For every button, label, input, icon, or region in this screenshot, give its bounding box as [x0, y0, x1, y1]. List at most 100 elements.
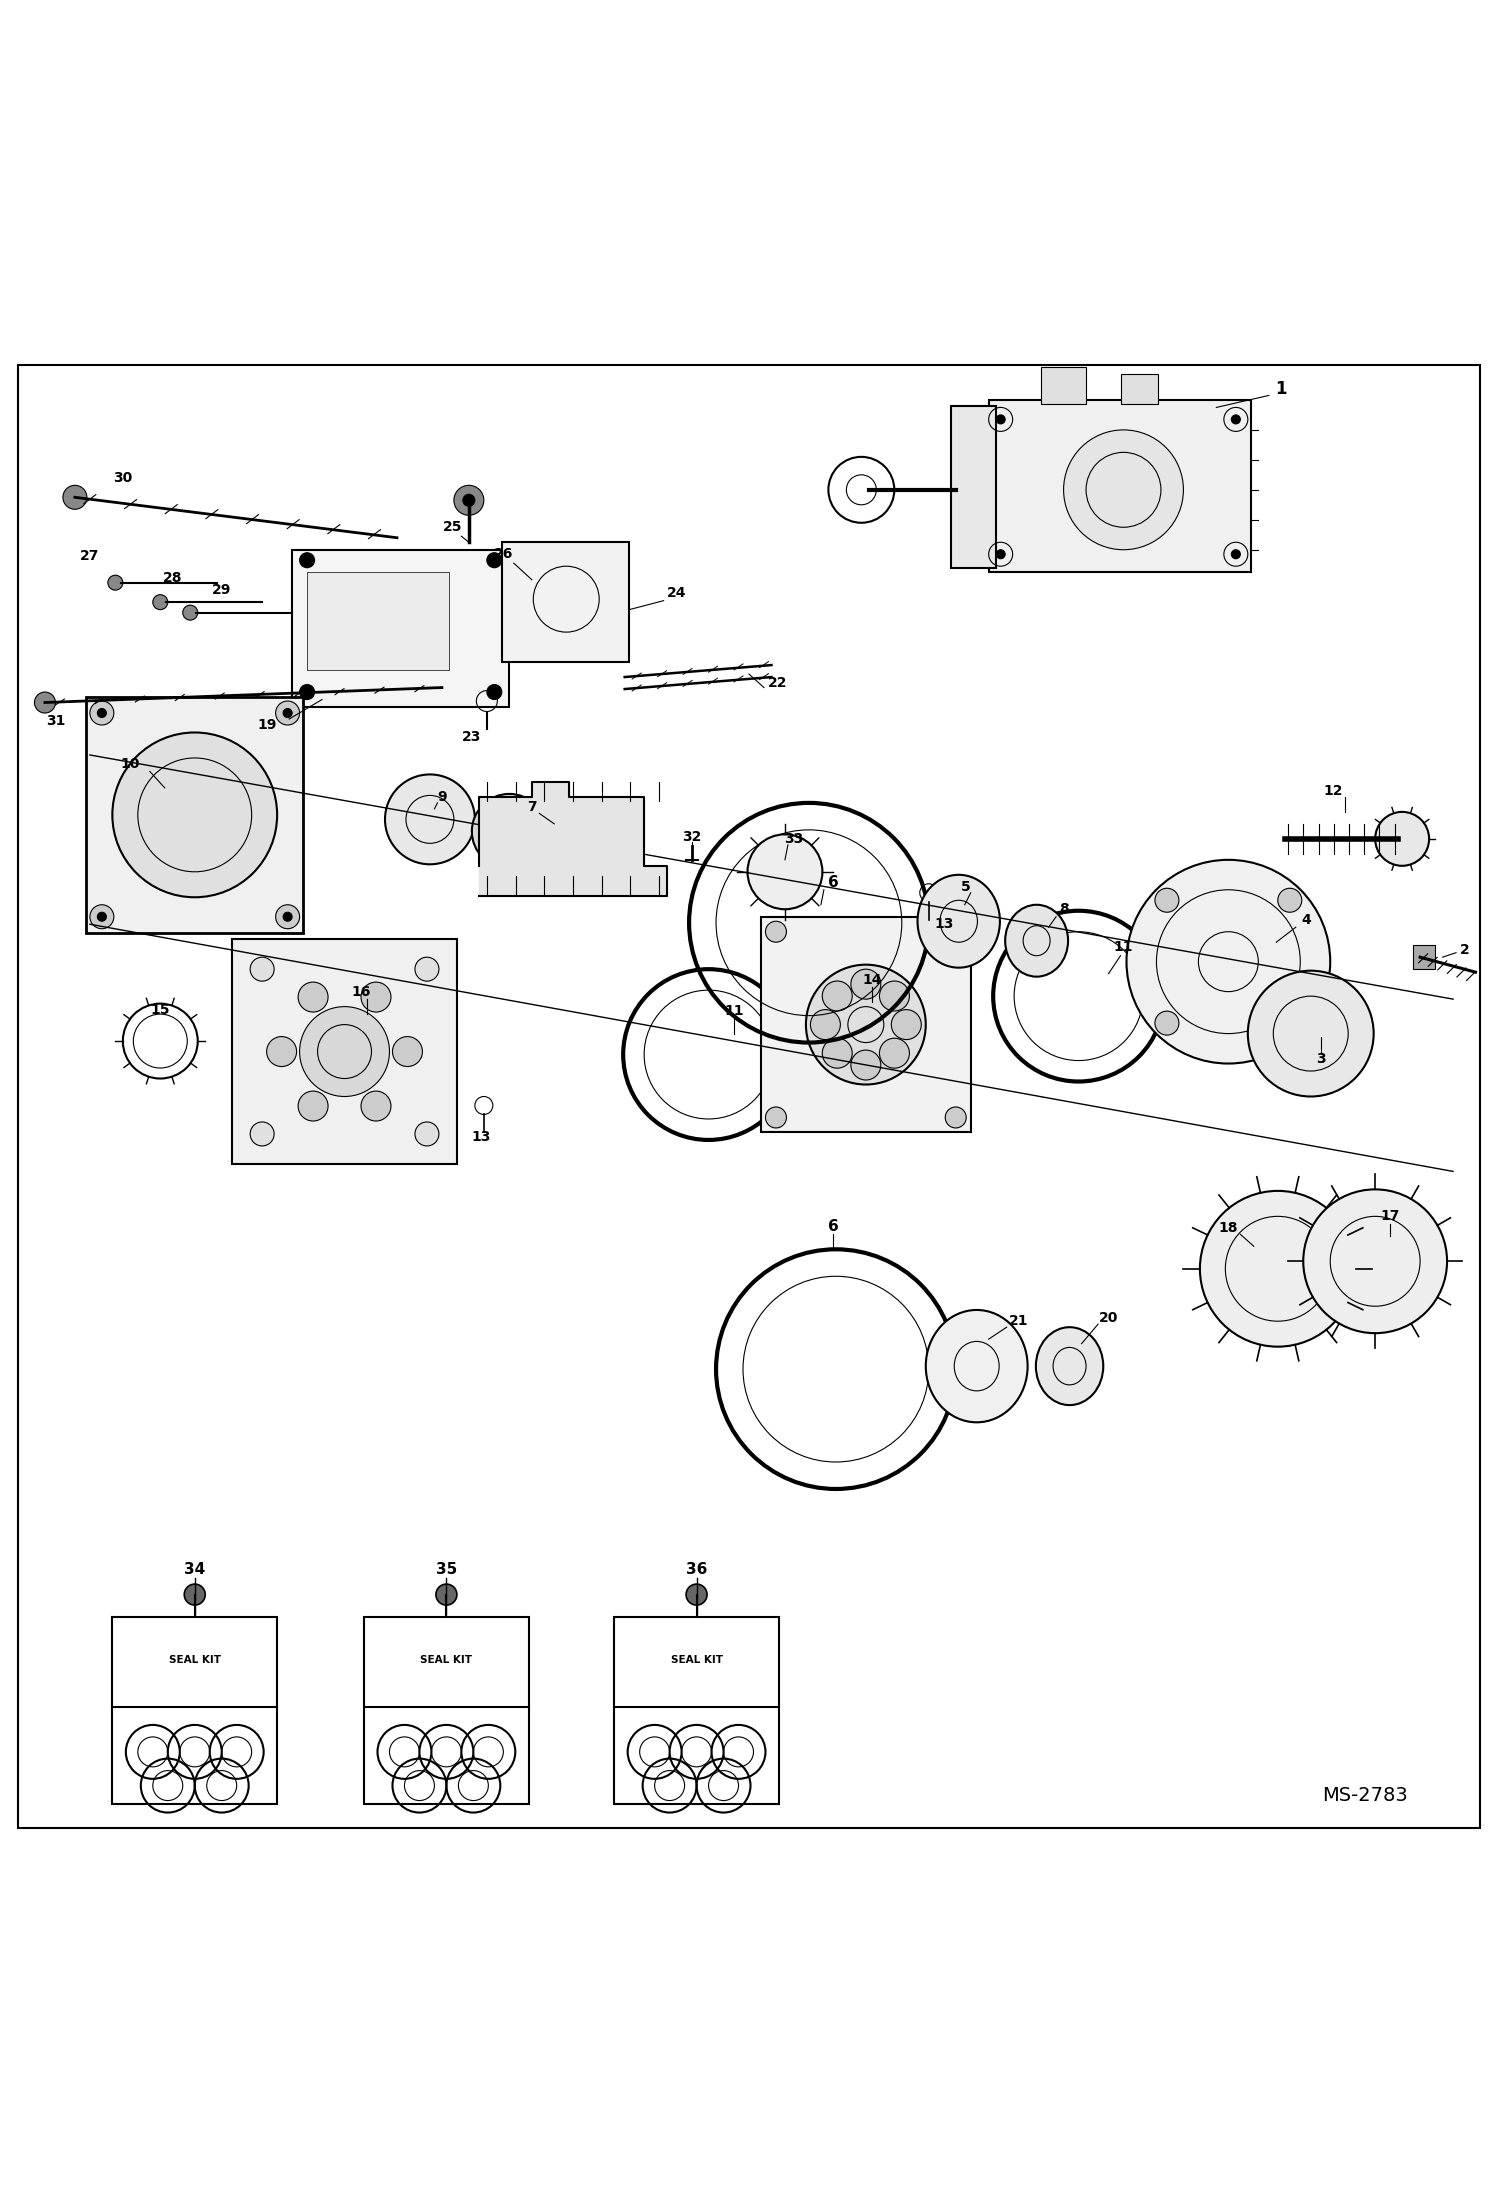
- Text: 32: 32: [683, 831, 701, 844]
- Circle shape: [63, 485, 87, 509]
- Text: 2: 2: [1461, 943, 1470, 956]
- Circle shape: [1064, 430, 1183, 550]
- Circle shape: [184, 1583, 205, 1605]
- Circle shape: [945, 921, 966, 943]
- Bar: [989, 399, 1251, 572]
- Circle shape: [487, 553, 502, 568]
- Ellipse shape: [1037, 1327, 1103, 1406]
- Text: 30: 30: [114, 471, 132, 485]
- Circle shape: [879, 1037, 909, 1068]
- Bar: [1041, 366, 1086, 404]
- Circle shape: [765, 921, 786, 943]
- Circle shape: [300, 684, 315, 700]
- Circle shape: [108, 575, 123, 590]
- Circle shape: [90, 702, 114, 726]
- Text: 23: 23: [463, 730, 481, 743]
- Circle shape: [250, 1123, 274, 1147]
- Text: 20: 20: [1100, 1311, 1118, 1325]
- Circle shape: [300, 1007, 389, 1096]
- Circle shape: [1375, 811, 1429, 866]
- Text: 3: 3: [1317, 1053, 1326, 1066]
- Circle shape: [415, 956, 439, 980]
- Bar: [307, 572, 449, 669]
- Circle shape: [879, 980, 909, 1011]
- Text: 12: 12: [1323, 783, 1344, 798]
- Circle shape: [810, 1009, 840, 1039]
- Ellipse shape: [917, 875, 1001, 967]
- Circle shape: [1278, 888, 1302, 912]
- Circle shape: [996, 414, 1005, 423]
- Circle shape: [765, 1107, 786, 1127]
- Text: SEAL KIT: SEAL KIT: [169, 1656, 220, 1664]
- Bar: [364, 1616, 529, 1805]
- Circle shape: [298, 1092, 328, 1121]
- Text: 1: 1: [1275, 379, 1287, 399]
- Circle shape: [183, 605, 198, 621]
- Text: 21: 21: [1008, 1314, 1029, 1329]
- Text: 17: 17: [1381, 1208, 1399, 1224]
- Bar: [502, 542, 629, 662]
- Text: 9: 9: [437, 789, 446, 805]
- Text: 7: 7: [527, 800, 536, 814]
- Text: SEAL KIT: SEAL KIT: [671, 1656, 722, 1664]
- Bar: [87, 697, 303, 934]
- Text: 31: 31: [46, 713, 64, 728]
- Circle shape: [267, 1037, 297, 1066]
- Bar: [951, 406, 996, 568]
- Circle shape: [436, 1583, 457, 1605]
- Circle shape: [487, 684, 502, 700]
- Text: 4: 4: [1302, 912, 1311, 928]
- Ellipse shape: [1005, 906, 1068, 976]
- Circle shape: [283, 912, 292, 921]
- Text: 24: 24: [667, 586, 688, 601]
- Circle shape: [1200, 1191, 1356, 1347]
- Text: 11: 11: [1113, 939, 1134, 954]
- Circle shape: [34, 693, 55, 713]
- Text: 25: 25: [442, 520, 463, 535]
- Circle shape: [1303, 1189, 1447, 1333]
- Bar: [292, 550, 509, 706]
- Text: 26: 26: [494, 548, 512, 561]
- Circle shape: [361, 982, 391, 1011]
- Text: 34: 34: [184, 1561, 205, 1577]
- Circle shape: [112, 732, 277, 897]
- Circle shape: [686, 1583, 707, 1605]
- Text: 13: 13: [472, 1129, 490, 1145]
- Circle shape: [1248, 971, 1374, 1096]
- Circle shape: [945, 1107, 966, 1127]
- Circle shape: [851, 1050, 881, 1079]
- Bar: [761, 917, 971, 1132]
- Circle shape: [454, 485, 484, 515]
- Circle shape: [283, 708, 292, 717]
- Circle shape: [891, 1009, 921, 1039]
- Circle shape: [748, 833, 822, 910]
- Circle shape: [822, 1037, 852, 1068]
- Text: 33: 33: [785, 831, 803, 846]
- Text: 10: 10: [121, 757, 139, 772]
- Circle shape: [97, 708, 106, 717]
- Bar: [1413, 945, 1435, 969]
- Circle shape: [276, 906, 300, 928]
- Circle shape: [822, 980, 852, 1011]
- Circle shape: [1278, 1011, 1302, 1035]
- Circle shape: [90, 906, 114, 928]
- Circle shape: [97, 912, 106, 921]
- Circle shape: [392, 1037, 422, 1066]
- Ellipse shape: [926, 1309, 1028, 1423]
- Circle shape: [996, 550, 1005, 559]
- Text: 29: 29: [213, 583, 231, 596]
- Text: 8: 8: [1059, 901, 1068, 917]
- Text: 11: 11: [724, 1004, 745, 1018]
- Text: 13: 13: [935, 917, 953, 932]
- Circle shape: [1126, 860, 1330, 1064]
- Text: 28: 28: [162, 570, 183, 586]
- Text: 35: 35: [436, 1561, 457, 1577]
- Bar: [232, 939, 457, 1164]
- Circle shape: [1231, 550, 1240, 559]
- Circle shape: [806, 965, 926, 1086]
- Circle shape: [463, 493, 475, 507]
- Circle shape: [300, 553, 315, 568]
- Text: 18: 18: [1218, 1222, 1239, 1235]
- Circle shape: [361, 1092, 391, 1121]
- Bar: [614, 1616, 779, 1805]
